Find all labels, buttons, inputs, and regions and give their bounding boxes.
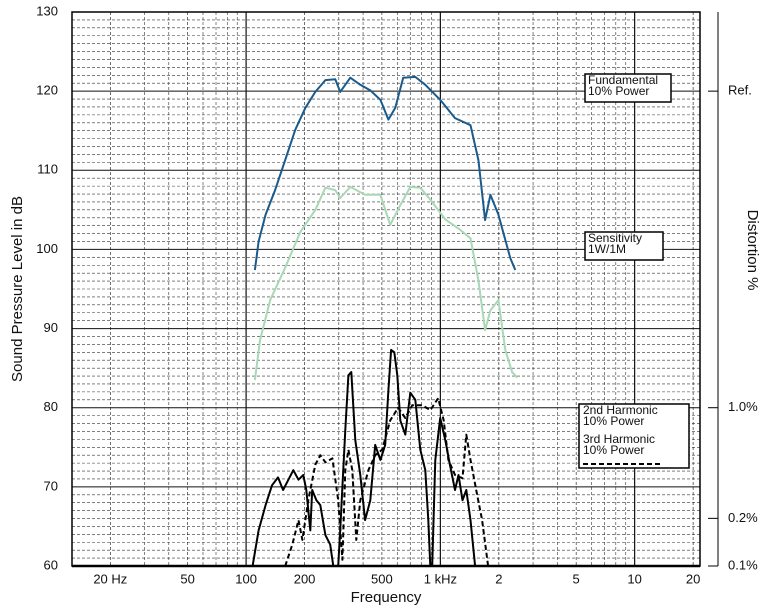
y-tick-label: 130 xyxy=(36,3,58,18)
x-tick-label: 10 xyxy=(627,571,641,586)
y-tick-label: 80 xyxy=(44,399,58,414)
y-axis-title: Sound Pressure Level in dB xyxy=(9,196,26,382)
series-line xyxy=(253,185,519,381)
x-tick-label: 200 xyxy=(294,571,316,586)
legend-box xyxy=(578,403,690,469)
x-axis-title: Frequency xyxy=(351,589,422,606)
series-line xyxy=(284,397,490,567)
y2-tick-label: Ref. xyxy=(728,83,752,98)
y2-tick-label: 0.1% xyxy=(728,557,758,572)
x-tick-label: 50 xyxy=(180,571,194,586)
legend-label: 10% Power xyxy=(588,84,649,98)
legend-label: 2nd Harmonic xyxy=(583,403,658,417)
y-tick-label: 70 xyxy=(44,478,58,493)
series-line xyxy=(251,348,477,567)
x-tick-label: 2 xyxy=(495,571,502,586)
legend-box xyxy=(584,231,664,261)
x-tick-label: 100 xyxy=(235,571,257,586)
y-tick-label: 90 xyxy=(44,320,58,335)
x-tick-label: 500 xyxy=(371,571,393,586)
legend-label: Sensitivity xyxy=(588,231,642,245)
legend-label: 1W/1M xyxy=(588,242,626,256)
legend-label: 3rd Harmonic xyxy=(583,432,655,446)
legend-label: 10% Power xyxy=(583,443,644,457)
y2-tick-label: 1.0% xyxy=(728,399,758,414)
x-tick-label: 5 xyxy=(573,571,580,586)
legend-label: 10% Power xyxy=(583,414,644,428)
y2-axis-title: Distortion % xyxy=(744,210,761,291)
x-tick-label: 20 Hz xyxy=(93,571,127,586)
y2-tick-label: 0.2% xyxy=(728,510,758,525)
legend-label: Fundamental xyxy=(588,73,658,87)
y-tick-label: 100 xyxy=(36,241,58,256)
x-tick-label: 1 kHz xyxy=(424,571,457,586)
y-tick-label: 110 xyxy=(37,162,58,177)
legend-box xyxy=(584,73,672,103)
x-tick-label: 20 xyxy=(686,571,700,586)
y-tick-label: 120 xyxy=(36,83,58,98)
y-tick-label: 60 xyxy=(44,557,58,572)
series-line xyxy=(253,75,517,271)
